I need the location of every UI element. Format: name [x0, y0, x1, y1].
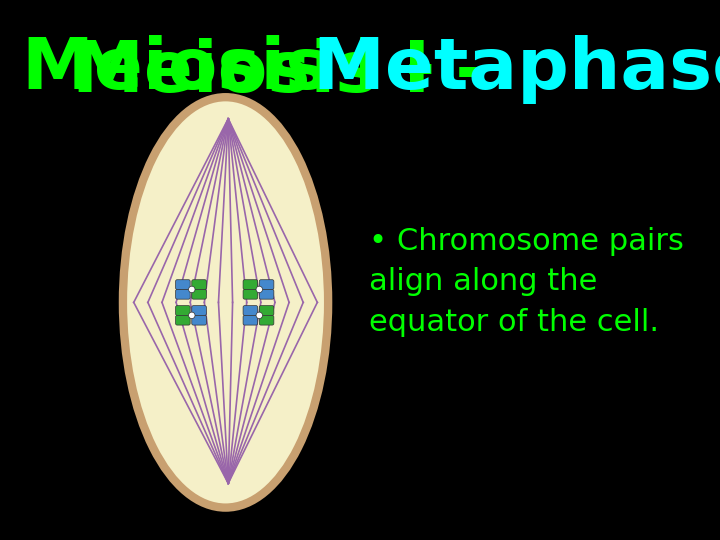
Circle shape	[189, 312, 195, 319]
FancyBboxPatch shape	[259, 315, 274, 325]
FancyBboxPatch shape	[243, 280, 258, 289]
FancyBboxPatch shape	[176, 306, 190, 315]
FancyBboxPatch shape	[259, 306, 274, 315]
Ellipse shape	[123, 97, 328, 508]
FancyBboxPatch shape	[243, 306, 258, 315]
Circle shape	[256, 286, 263, 293]
Text: Meiosis I -: Meiosis I -	[71, 38, 510, 107]
FancyBboxPatch shape	[176, 289, 190, 299]
FancyBboxPatch shape	[192, 280, 207, 289]
FancyBboxPatch shape	[209, 465, 237, 490]
FancyBboxPatch shape	[222, 476, 251, 501]
FancyBboxPatch shape	[259, 289, 274, 299]
Text: • Chromosome pairs
align along the
equator of the cell.: • Chromosome pairs align along the equat…	[369, 227, 683, 337]
Circle shape	[189, 286, 195, 293]
FancyBboxPatch shape	[243, 289, 258, 299]
FancyBboxPatch shape	[176, 280, 190, 289]
FancyBboxPatch shape	[243, 315, 258, 325]
FancyBboxPatch shape	[259, 280, 274, 289]
FancyBboxPatch shape	[209, 112, 237, 137]
FancyBboxPatch shape	[176, 315, 190, 325]
FancyBboxPatch shape	[222, 101, 251, 126]
FancyBboxPatch shape	[192, 306, 207, 315]
FancyBboxPatch shape	[192, 315, 207, 325]
Text: Meiosis I -: Meiosis I -	[71, 38, 510, 107]
FancyBboxPatch shape	[192, 289, 207, 299]
Text: Metaphase I: Metaphase I	[313, 35, 720, 104]
Text: Meiosis I -: Meiosis I -	[22, 35, 460, 104]
Circle shape	[256, 312, 263, 319]
